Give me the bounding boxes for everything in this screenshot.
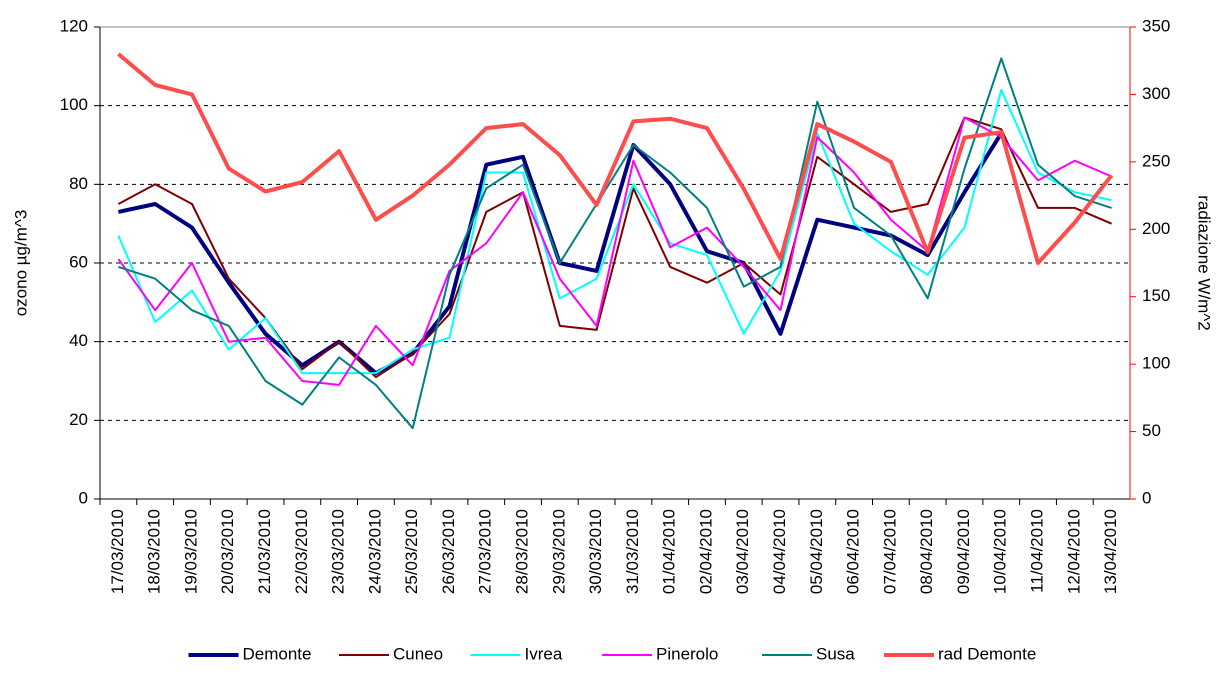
x-tick-label: 19/03/2010 [181,509,200,594]
x-tick-label: 17/03/2010 [108,509,127,594]
y-tick-label: 100 [60,95,88,114]
y2-tick-label: 200 [1142,219,1170,238]
series-line [117,88,1112,375]
legend-label: Cuneo [393,644,443,663]
series-line [117,116,1112,379]
x-tick-label: 18/03/2010 [145,509,164,594]
legend-label: rad Demonte [938,644,1036,663]
x-tick-label: 11/04/2010 [1028,509,1047,593]
x-tick-label: 21/03/2010 [255,509,274,594]
x-tick-label: 09/04/2010 [954,509,973,594]
x-tick-label: 05/04/2010 [807,509,826,594]
y2-tick-label: 350 [1142,16,1170,35]
x-tick-label: 06/04/2010 [844,509,863,594]
x-tick-label: 28/03/2010 [513,509,532,594]
x-tick-label: 27/03/2010 [476,509,495,594]
y2-tick-label: 300 [1142,84,1170,103]
x-tick-label: 24/03/2010 [365,509,384,594]
series-line [117,116,1112,386]
y2-axis-label: radiazione W/m^2 [1195,195,1214,331]
legend-label: Demonte [243,644,312,663]
x-tick-label: 25/03/2010 [402,509,421,594]
legend-label: Ivrea [525,644,563,663]
y-tick-label: 80 [69,174,88,193]
x-tick-label: 07/04/2010 [880,509,899,594]
series-line [117,132,1003,376]
y-axis-label: ozono µg/m^3 [11,210,30,317]
y2-tick-label: 150 [1142,286,1170,305]
y-tick-label: 40 [69,331,88,350]
y-tick-label: 20 [69,410,88,429]
x-tick-label: 10/04/2010 [991,509,1010,594]
x-tick-label: 03/04/2010 [733,509,752,594]
legend-label: Susa [816,644,855,663]
x-tick-label: 29/03/2010 [549,509,568,594]
x-tick-label: 26/03/2010 [439,509,458,594]
x-tick-label: 12/04/2010 [1064,509,1083,594]
x-tick-label: 13/04/2010 [1101,509,1120,594]
x-tick-label: 04/04/2010 [770,509,789,594]
x-tick-label: 31/03/2010 [623,509,642,594]
legend-label: Pinerolo [656,644,718,663]
x-tick-label: 08/04/2010 [917,509,936,594]
x-tick-label: 22/03/2010 [292,509,311,594]
y2-tick-label: 100 [1142,354,1170,373]
y-tick-label: 0 [79,488,88,507]
x-tick-label: 01/04/2010 [660,509,679,594]
x-tick-label: 23/03/2010 [329,509,348,594]
y-tick-label: 60 [69,252,88,271]
y-tick-label: 120 [60,16,88,35]
series-line [117,52,1114,265]
y2-tick-label: 250 [1142,151,1170,170]
x-tick-label: 02/04/2010 [696,509,715,594]
y2-tick-label: 0 [1142,488,1151,507]
x-tick-label: 30/03/2010 [586,509,605,594]
x-tick-label: 20/03/2010 [218,509,237,594]
y2-tick-label: 50 [1142,421,1161,440]
series-line [118,57,1112,430]
